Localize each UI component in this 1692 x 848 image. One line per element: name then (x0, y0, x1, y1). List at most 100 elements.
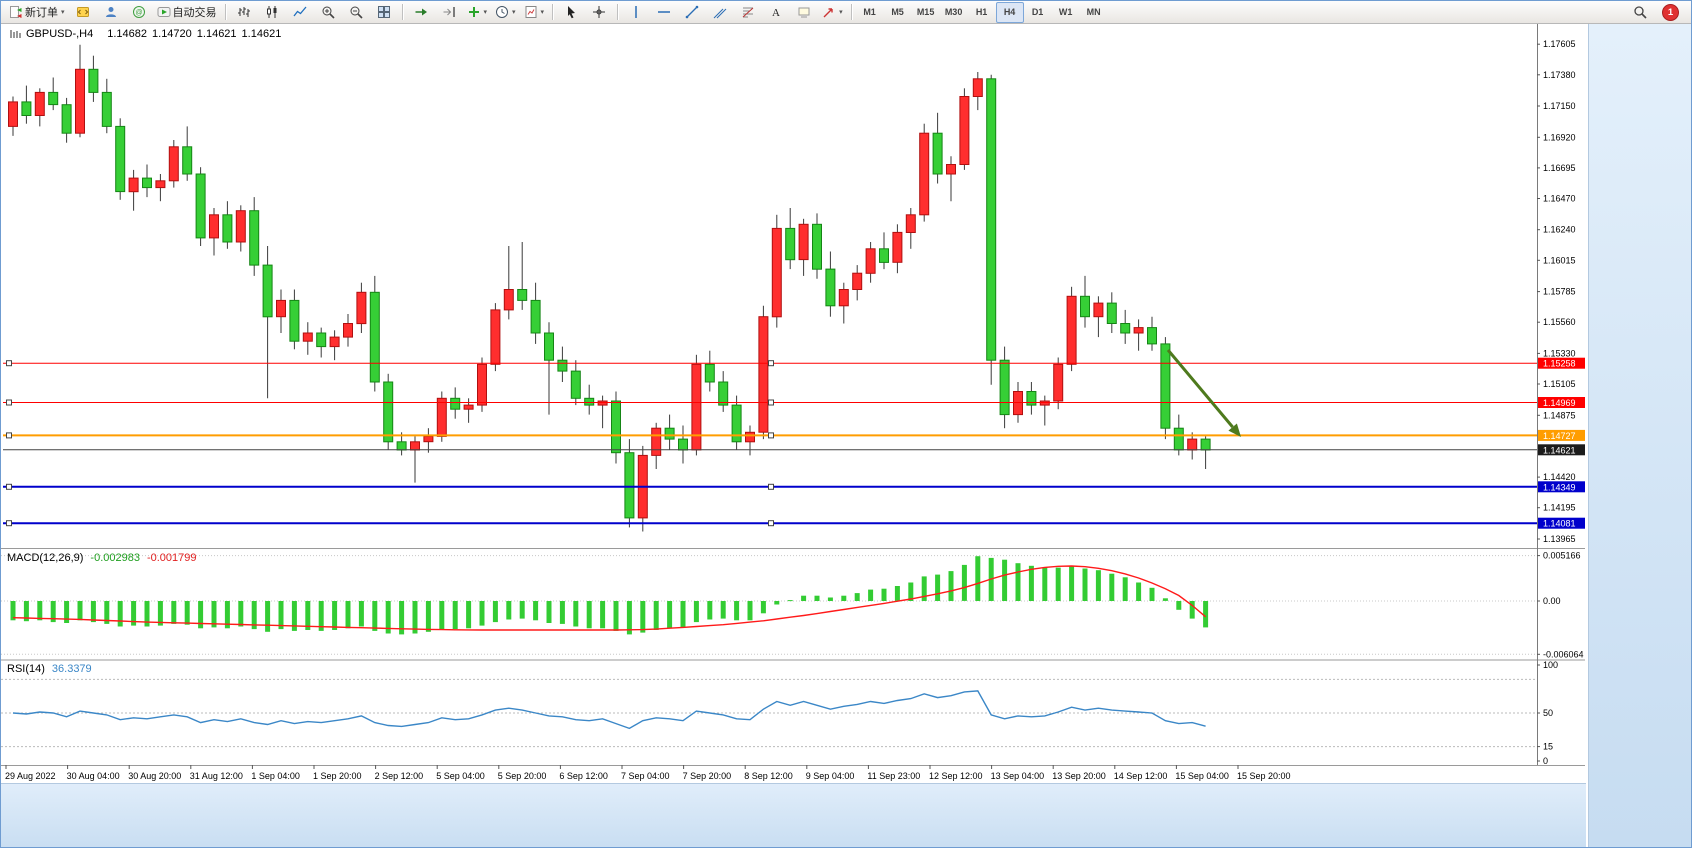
template-button[interactable]: ▾ (520, 2, 549, 23)
chart-title-bar: GBPUSD-,H4 1.14682 1.14720 1.14621 1.146… (9, 28, 286, 40)
trendline-button[interactable] (678, 2, 706, 23)
arrows-tool-icon (823, 8, 833, 18)
community-icon: @ (132, 6, 145, 18)
community-button[interactable]: @ (125, 2, 153, 23)
new-order-button[interactable]: 新订单 ▾ (5, 2, 69, 23)
crosshair-button[interactable] (585, 2, 613, 23)
timeframe-m1-button[interactable]: M1 (863, 7, 876, 17)
svg-text:0.00: 0.00 (1543, 596, 1561, 606)
timeframe-mn-button[interactable]: MN (1086, 7, 1101, 17)
fibonacci-button[interactable] (734, 2, 762, 23)
candlestick-chart-icon (266, 6, 277, 18)
chart-shift-icon (443, 7, 455, 17)
svg-text:1.16920: 1.16920 (1543, 132, 1576, 142)
price-chart-canvas[interactable]: 1.17605 1.17380 1.17150 1.16920 1.16695 1.164… (1, 23, 1587, 783)
horizontal-line-button[interactable] (650, 2, 678, 23)
svg-text:1.16695: 1.16695 (1543, 163, 1576, 173)
hlines-layer[interactable]: 1.15258 1.14969 1.14727 1.14349 1.14081 (3, 357, 1585, 529)
toolbar-separator (224, 4, 226, 20)
timeframe-d1-button[interactable]: D1 (1031, 7, 1044, 17)
low-price-value: 1.14621 (196, 28, 237, 40)
open-price-value: 1.14682 (107, 28, 148, 40)
svg-text:1.13965: 1.13965 (1543, 534, 1576, 544)
svg-text:0.005166: 0.005166 (1543, 551, 1581, 561)
toolbar-separator (850, 4, 852, 20)
timeframe-w1-button[interactable]: W1 (1058, 7, 1073, 17)
chart-shift-button[interactable] (435, 2, 463, 23)
svg-text:2 Sep 12:00: 2 Sep 12:00 (375, 771, 424, 781)
autotrading-button[interactable]: 自动交易 (153, 2, 221, 23)
auto-scroll-button[interactable] (407, 2, 435, 23)
svg-text:15 Sep 20:00: 15 Sep 20:00 (1237, 771, 1291, 781)
svg-text:11 Sep 23:00: 11 Sep 23:00 (867, 771, 920, 781)
periods-clock-icon (496, 6, 509, 18)
timeframe-h4-button[interactable]: H4 (995, 1, 1024, 23)
crosshair-icon (593, 6, 606, 18)
chevron-down-icon: ▾ (483, 9, 488, 16)
bar-chart-button[interactable] (230, 2, 258, 23)
svg-text:31 Aug 12:00: 31 Aug 12:00 (190, 771, 243, 781)
timeframe-m30-button[interactable]: M30 (944, 7, 963, 17)
arrows-button[interactable]: ▾ (818, 2, 847, 23)
svg-text:1.14727: 1.14727 (1543, 431, 1576, 441)
bar-chart-icon (237, 7, 250, 17)
svg-text:1.15785: 1.15785 (1543, 287, 1576, 297)
timeframe-h1-button[interactable]: H1 (975, 7, 988, 17)
svg-text:1.17380: 1.17380 (1543, 70, 1576, 80)
vertical-line-button[interactable] (622, 2, 650, 23)
candlestick-chart-button[interactable] (258, 2, 286, 23)
rsi-layer: 100 50 15 0 (1, 660, 1558, 766)
svg-text:7 Sep 20:00: 7 Sep 20:00 (683, 771, 732, 781)
chevron-down-icon: ▾ (61, 9, 65, 16)
channel-button[interactable] (706, 2, 734, 23)
profile-button[interactable] (97, 2, 125, 23)
svg-text:100: 100 (1543, 660, 1558, 670)
tile-windows-button[interactable] (370, 2, 398, 23)
text-tool-icon: A (772, 7, 780, 19)
zoom-in-button[interactable] (314, 2, 342, 23)
high-price-value: 1.14720 (152, 28, 192, 40)
macd-main-value: -0.002983 (90, 552, 140, 564)
svg-text:1.14969: 1.14969 (1543, 398, 1576, 408)
chevron-down-icon: ▾ (839, 9, 843, 16)
line-chart-icon (293, 6, 307, 17)
svg-text:7 Sep 04:00: 7 Sep 04:00 (621, 771, 670, 781)
svg-text:1.14195: 1.14195 (1543, 503, 1576, 513)
price-scale: 1.17605 1.17380 1.17150 1.16920 1.16695 1.164… (1537, 39, 1576, 544)
line-chart-button[interactable] (286, 2, 314, 23)
trend-arrow[interactable] (1166, 349, 1241, 437)
svg-text:1 Sep 04:00: 1 Sep 04:00 (251, 771, 300, 781)
svg-text:A: A (772, 7, 780, 19)
metaeditor-button[interactable] (69, 2, 97, 23)
current-price-line: 1.14621 (3, 444, 1585, 456)
search-button[interactable] (1626, 2, 1654, 23)
svg-text:13 Sep 04:00: 13 Sep 04:00 (991, 771, 1045, 781)
svg-text:@: @ (135, 10, 142, 17)
indicators-button[interactable]: ▾ (463, 2, 492, 23)
svg-text:5 Sep 04:00: 5 Sep 04:00 (436, 771, 485, 781)
text-button[interactable]: A (762, 2, 790, 23)
text-label-button[interactable] (790, 2, 818, 23)
channel-icon (713, 8, 727, 19)
template-icon (525, 6, 537, 18)
periods-button[interactable]: ▾ (491, 2, 520, 23)
svg-text:30 Aug 04:00: 30 Aug 04:00 (67, 771, 120, 781)
symbol-period-label: GBPUSD-,H4 (26, 28, 94, 40)
svg-text:1.14349: 1.14349 (1543, 482, 1576, 492)
tile-windows-icon (377, 6, 390, 18)
text-label-icon (798, 7, 810, 18)
candles-layer (8, 44, 1211, 532)
svg-text:8 Sep 12:00: 8 Sep 12:00 (744, 771, 793, 781)
fibonacci-icon (742, 7, 754, 18)
chevron-down-icon: ▾ (512, 9, 516, 16)
zoom-out-button[interactable] (342, 2, 370, 23)
timeframe-m5-button[interactable]: M5 (891, 7, 904, 17)
auto-scroll-icon (415, 8, 427, 16)
toolbar-separator (617, 4, 619, 20)
svg-text:5 Sep 20:00: 5 Sep 20:00 (498, 771, 547, 781)
indicators-icon (468, 7, 479, 17)
cursor-button[interactable] (557, 2, 585, 23)
timeframe-m15-button[interactable]: M15 (916, 7, 935, 17)
notification-badge[interactable]: 1 (1662, 3, 1679, 21)
